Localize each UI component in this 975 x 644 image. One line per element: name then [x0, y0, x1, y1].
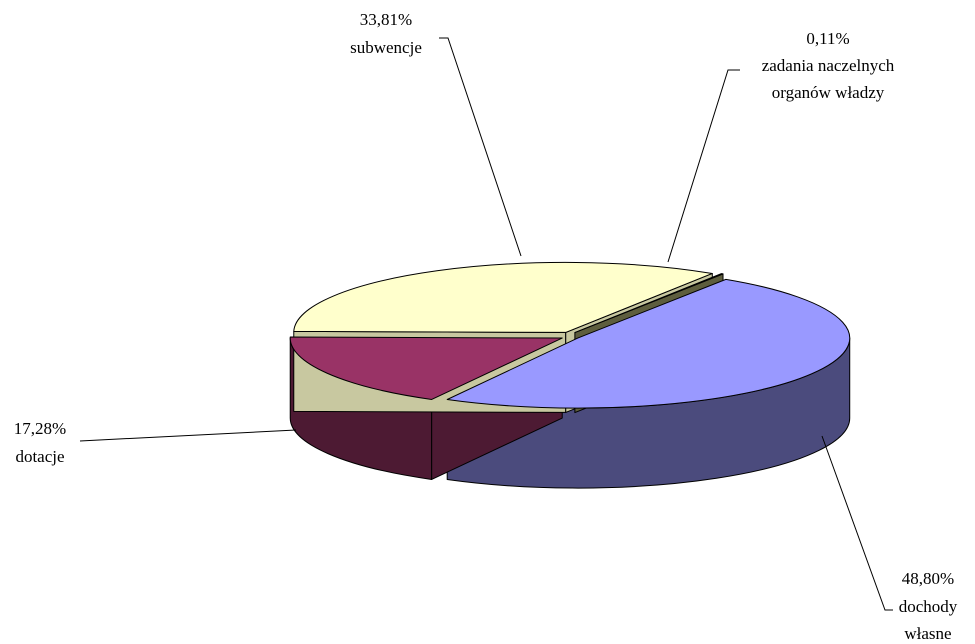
- slice-name-label-zadania-line1: zadania naczelnych: [762, 56, 895, 75]
- slice-name-label-subwencje: subwencje: [350, 38, 422, 57]
- slice-value-label-zadania: 0,11%: [806, 29, 849, 48]
- slice-value-label-dochody-wlasne: 48,80%: [902, 569, 954, 588]
- leader-line-dotacje: [79, 429, 297, 442]
- slice-top-zadania-naczelnych-organow-wladzy: [574, 273, 724, 334]
- leader-line-dochody-wlasne: [821, 435, 893, 611]
- slice-top-dotacje: [289, 336, 563, 400]
- slice-name-label-dochody-wlasne-line2: własne: [904, 624, 951, 643]
- leader-line-zadania: [667, 69, 740, 263]
- slice-value-label-subwencje: 33,81%: [360, 10, 412, 29]
- slice-name-label-dotacje: dotacje: [15, 447, 64, 466]
- slice-name-label-zadania-line2: organów władzy: [772, 83, 885, 102]
- slice-top-subwencje: [293, 261, 713, 333]
- slice-value-label-dotacje: 17,28%: [14, 419, 66, 438]
- leader-line-subwencje: [439, 37, 522, 257]
- slice-name-label-dochody-wlasne-line1: dochody: [899, 597, 958, 616]
- slice-top-dochody-wlasne: [446, 278, 851, 409]
